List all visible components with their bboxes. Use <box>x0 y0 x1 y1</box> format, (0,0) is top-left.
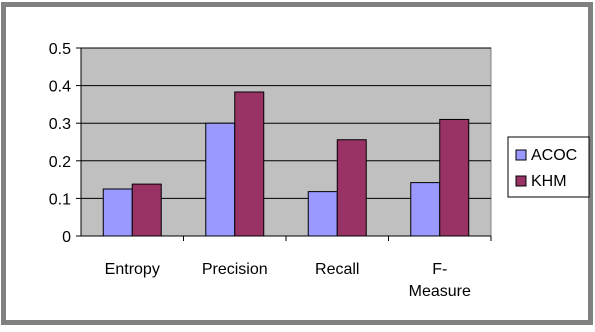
x-tick-label: F-Measure <box>409 261 471 300</box>
legend-label-khm: KHM <box>531 173 567 190</box>
y-tick-label: 0.2 <box>49 154 71 171</box>
y-tick-label: 0 <box>62 229 71 246</box>
y-tick-label: 0.3 <box>49 116 71 133</box>
x-tick-label: Entropy <box>105 261 160 278</box>
bar-khm <box>439 118 470 237</box>
y-tick-label: 0.5 <box>49 41 71 58</box>
legend-swatch-khm <box>515 175 527 187</box>
x-tick-label: Precision <box>202 261 268 278</box>
y-tick-label: 0.4 <box>49 79 71 96</box>
legend-swatch-acoc <box>515 149 527 161</box>
bar-khm <box>336 139 367 237</box>
legend-label-acoc: ACOC <box>531 147 577 164</box>
x-tick-labels: Entropy Precision Recall F-Measure <box>105 261 471 300</box>
bar-khm <box>234 91 265 237</box>
legend: ACOC KHM <box>507 136 590 198</box>
y-tick-label: 0.1 <box>49 191 71 208</box>
legend-box <box>507 136 590 198</box>
axes <box>76 47 492 241</box>
x-tick-label: Recall <box>315 261 359 278</box>
bar-acoc <box>307 191 338 237</box>
bar-acoc <box>205 122 236 237</box>
bars <box>102 91 470 237</box>
bar-acoc <box>102 188 133 237</box>
y-tick-labels: 0 0.1 0.2 0.3 0.4 0.5 <box>49 41 71 246</box>
bar-acoc <box>410 182 441 237</box>
bar-khm <box>131 183 162 237</box>
